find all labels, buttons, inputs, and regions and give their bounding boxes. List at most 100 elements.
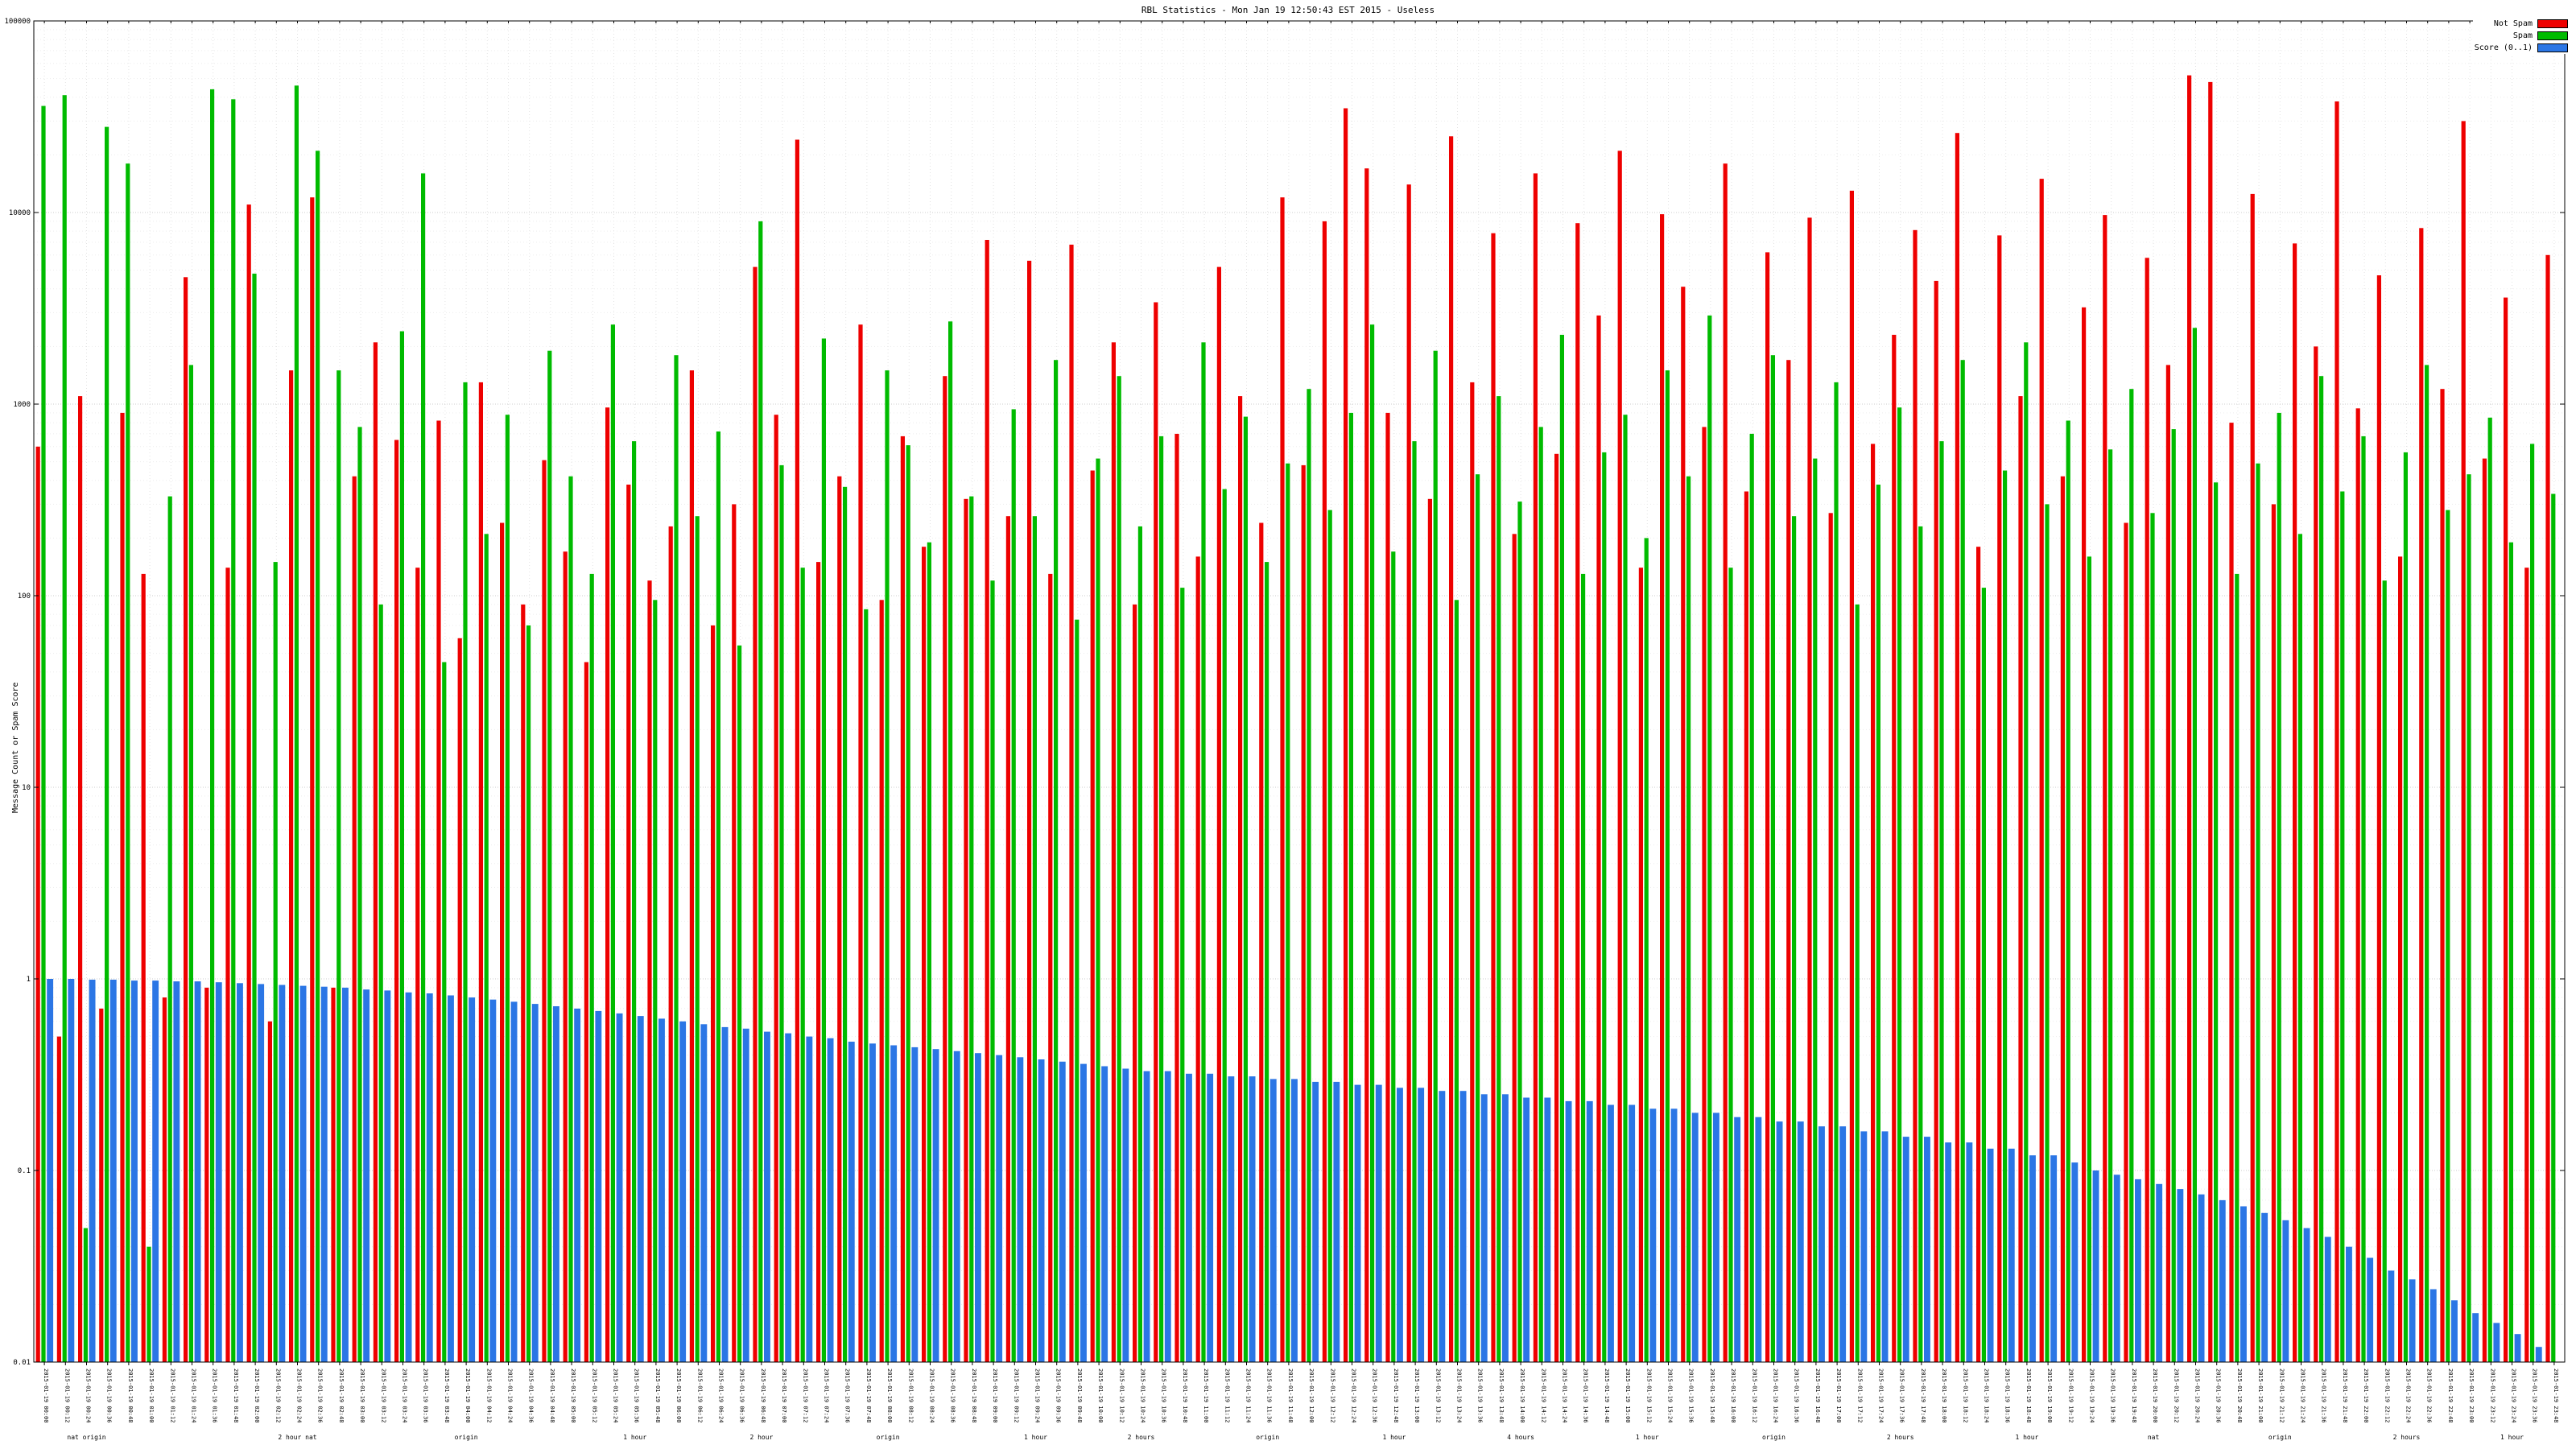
svg-text:2015-01-19 13:12: 2015-01-19 13:12 [1435, 1368, 1441, 1422]
svg-text:2015-01-19 12:36: 2015-01-19 12:36 [1372, 1368, 1378, 1422]
svg-text:origin: origin [2268, 1434, 2292, 1441]
svg-text:2015-01-19 08:48: 2015-01-19 08:48 [971, 1368, 977, 1422]
svg-text:10000: 10000 [9, 209, 31, 217]
svg-text:2015-01-19 11:12: 2015-01-19 11:12 [1224, 1368, 1230, 1422]
bars-spam [41, 85, 2556, 1363]
legend-item-not-spam: Not Spam [2494, 19, 2568, 28]
svg-text:2015-01-19 19:36: 2015-01-19 19:36 [2110, 1368, 2116, 1422]
svg-text:2015-01-19 21:12: 2015-01-19 21:12 [2278, 1368, 2285, 1422]
svg-text:1 hour: 1 hour [2500, 1434, 2524, 1441]
svg-text:2015-01-19 22:00: 2015-01-19 22:00 [2363, 1368, 2369, 1422]
horizontal-gridlines [34, 20, 2565, 1363]
svg-text:2015-01-19 06:12: 2015-01-19 06:12 [696, 1368, 703, 1422]
vertical-gridlines [43, 21, 2555, 1362]
svg-text:2015-01-19 02:36: 2015-01-19 02:36 [317, 1368, 324, 1422]
svg-text:2015-01-19 23:48: 2015-01-19 23:48 [2553, 1368, 2559, 1422]
svg-text:1 hour: 1 hour [1382, 1434, 1406, 1441]
legend-swatch-score [2537, 43, 2568, 52]
svg-text:2015-01-19 01:36: 2015-01-19 01:36 [212, 1368, 218, 1422]
svg-text:1 hour: 1 hour [623, 1434, 646, 1441]
y-tick-labels: 0.01 0.1 1 10 100 1000 10000 100000 [4, 18, 2565, 1367]
bars-score [47, 979, 2542, 1362]
svg-text:2015-01-19 07:24: 2015-01-19 07:24 [824, 1368, 830, 1422]
plot-border [33, 20, 2566, 1363]
svg-text:2 hour nat: 2 hour nat [278, 1434, 316, 1441]
svg-text:2015-01-19 13:36: 2015-01-19 13:36 [1477, 1368, 1484, 1422]
svg-text:2 hour: 2 hour [749, 1434, 773, 1441]
svg-text:2015-01-19 13:48: 2015-01-19 13:48 [1498, 1368, 1505, 1422]
svg-text:2015-01-19 08:36: 2015-01-19 08:36 [950, 1368, 956, 1422]
svg-text:2015-01-19 00:24: 2015-01-19 00:24 [85, 1368, 92, 1422]
bars-not-spam [35, 75, 2550, 1363]
svg-text:2015-01-19 01:00: 2015-01-19 01:00 [148, 1368, 155, 1422]
svg-text:0.1: 0.1 [18, 1167, 31, 1175]
svg-text:2015-01-19 03:36: 2015-01-19 03:36 [423, 1368, 429, 1422]
svg-text:2015-01-19 22:12: 2015-01-19 22:12 [2384, 1368, 2390, 1422]
svg-text:2015-01-19 02:48: 2015-01-19 02:48 [338, 1368, 345, 1422]
svg-text:2015-01-19 09:36: 2015-01-19 09:36 [1055, 1368, 1062, 1422]
svg-text:2015-01-19 03:24: 2015-01-19 03:24 [402, 1368, 408, 1422]
svg-text:2015-01-19 08:24: 2015-01-19 08:24 [929, 1368, 935, 1422]
chart-title: RBL Statistics - Mon Jan 19 12:50:43 EST… [1141, 5, 1435, 15]
svg-text:2015-01-19 22:36: 2015-01-19 22:36 [2426, 1368, 2433, 1422]
svg-text:2015-01-19 05:12: 2015-01-19 05:12 [591, 1368, 597, 1422]
svg-text:2015-01-19 23:36: 2015-01-19 23:36 [2532, 1368, 2538, 1422]
svg-text:2015-01-19 01:24: 2015-01-19 01:24 [191, 1368, 197, 1422]
svg-text:2015-01-19 18:12: 2015-01-19 18:12 [1962, 1368, 1968, 1422]
svg-text:2015-01-19 07:48: 2015-01-19 07:48 [865, 1368, 872, 1422]
svg-text:2015-01-19 15:24: 2015-01-19 15:24 [1667, 1368, 1674, 1422]
svg-text:2015-01-19 16:24: 2015-01-19 16:24 [1773, 1368, 1779, 1422]
svg-text:2015-01-19 18:48: 2015-01-19 18:48 [2025, 1368, 2032, 1422]
svg-text:origin: origin [1256, 1434, 1279, 1441]
svg-text:2015-01-19 05:24: 2015-01-19 05:24 [613, 1368, 619, 1422]
svg-text:2015-01-19 17:00: 2015-01-19 17:00 [1835, 1368, 1842, 1422]
legend: Not Spam Spam Score (0..1) [2472, 18, 2570, 54]
svg-text:2015-01-19 17:24: 2015-01-19 17:24 [1878, 1368, 1885, 1422]
svg-text:2015-01-19 03:12: 2015-01-19 03:12 [380, 1368, 386, 1422]
svg-text:2015-01-19 09:00: 2015-01-19 09:00 [992, 1368, 998, 1422]
legend-swatch-spam [2537, 31, 2568, 40]
svg-text:2015-01-19 11:48: 2015-01-19 11:48 [1287, 1368, 1294, 1422]
svg-text:2015-01-19 21:48: 2015-01-19 21:48 [2342, 1368, 2348, 1422]
legend-item-spam: Spam [2513, 31, 2568, 40]
svg-text:2015-01-19 03:48: 2015-01-19 03:48 [444, 1368, 450, 1422]
legend-label-not-spam: Not Spam [2493, 19, 2533, 28]
svg-text:2015-01-19 04:48: 2015-01-19 04:48 [549, 1368, 555, 1422]
svg-text:2015-01-19 12:00: 2015-01-19 12:00 [1308, 1368, 1315, 1422]
svg-text:2015-01-19 04:12: 2015-01-19 04:12 [485, 1368, 492, 1422]
svg-text:2015-01-19 00:12: 2015-01-19 00:12 [64, 1368, 70, 1422]
svg-text:2015-01-19 10:36: 2015-01-19 10:36 [1161, 1368, 1167, 1422]
legend-item-score: Score (0..1) [2475, 43, 2568, 52]
svg-text:2015-01-19 11:36: 2015-01-19 11:36 [1266, 1368, 1273, 1422]
svg-text:2 hours: 2 hours [1887, 1434, 1914, 1441]
svg-text:2015-01-19 04:00: 2015-01-19 04:00 [464, 1368, 471, 1422]
legend-label-score: Score (0..1) [2474, 43, 2533, 52]
svg-text:2015-01-19 11:24: 2015-01-19 11:24 [1245, 1368, 1252, 1422]
svg-text:origin: origin [455, 1434, 478, 1441]
svg-text:2015-01-19 12:24: 2015-01-19 12:24 [1351, 1368, 1357, 1422]
svg-text:2015-01-19 00:00: 2015-01-19 00:00 [43, 1368, 49, 1422]
svg-text:2015-01-19 09:48: 2015-01-19 09:48 [1076, 1368, 1083, 1422]
svg-text:origin: origin [877, 1434, 900, 1441]
svg-text:2015-01-19 15:36: 2015-01-19 15:36 [1688, 1368, 1695, 1422]
svg-text:2015-01-19 08:12: 2015-01-19 08:12 [907, 1368, 914, 1422]
svg-text:1000: 1000 [13, 401, 31, 409]
svg-text:2015-01-19 18:00: 2015-01-19 18:00 [1941, 1368, 1947, 1422]
svg-text:2015-01-19 19:12: 2015-01-19 19:12 [2067, 1368, 2074, 1422]
svg-text:2015-01-19 01:12: 2015-01-19 01:12 [169, 1368, 175, 1422]
svg-text:2015-01-19 02:00: 2015-01-19 02:00 [254, 1368, 260, 1422]
svg-text:100: 100 [18, 592, 31, 601]
svg-text:1 hour: 1 hour [2015, 1434, 2038, 1441]
svg-text:2015-01-19 02:12: 2015-01-19 02:12 [275, 1368, 281, 1422]
svg-text:2 hours: 2 hours [2393, 1434, 2421, 1441]
svg-text:2015-01-19 13:00: 2015-01-19 13:00 [1414, 1368, 1420, 1422]
svg-text:10: 10 [22, 784, 31, 792]
svg-text:2015-01-19 21:00: 2015-01-19 21:00 [2257, 1368, 2264, 1422]
svg-text:2015-01-19 02:24: 2015-01-19 02:24 [296, 1368, 303, 1422]
legend-swatch-not-spam [2537, 19, 2568, 28]
svg-text:2015-01-19 14:00: 2015-01-19 14:00 [1519, 1368, 1525, 1422]
svg-text:2015-01-19 10:48: 2015-01-19 10:48 [1182, 1368, 1188, 1422]
x-tick-labels: 2015-01-19 00:00 2015-01-19 00:12 2015-01-… [43, 21, 2559, 1422]
svg-text:2015-01-19 20:36: 2015-01-19 20:36 [2215, 1368, 2222, 1422]
